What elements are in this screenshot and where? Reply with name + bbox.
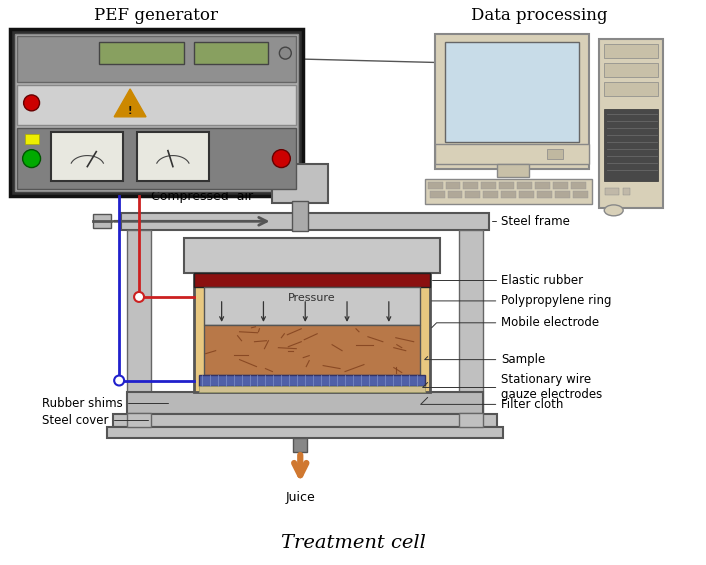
FancyBboxPatch shape [273, 164, 328, 203]
FancyBboxPatch shape [107, 427, 503, 438]
FancyBboxPatch shape [519, 192, 534, 198]
FancyBboxPatch shape [463, 182, 479, 189]
FancyBboxPatch shape [604, 82, 659, 96]
FancyBboxPatch shape [623, 189, 630, 195]
FancyBboxPatch shape [499, 182, 514, 189]
FancyBboxPatch shape [555, 192, 570, 198]
Text: Elastic rubber: Elastic rubber [432, 273, 583, 286]
FancyBboxPatch shape [484, 192, 498, 198]
Text: Data processing: Data processing [471, 7, 607, 24]
Text: Stationary wire
gauze electrodes: Stationary wire gauze electrodes [423, 373, 602, 402]
Ellipse shape [604, 205, 623, 216]
FancyBboxPatch shape [52, 132, 123, 181]
FancyBboxPatch shape [604, 109, 659, 180]
FancyBboxPatch shape [204, 325, 419, 375]
FancyBboxPatch shape [199, 386, 424, 393]
FancyBboxPatch shape [501, 192, 516, 198]
Text: !: ! [128, 106, 132, 116]
FancyBboxPatch shape [553, 182, 568, 189]
FancyBboxPatch shape [424, 179, 592, 205]
Circle shape [280, 47, 292, 59]
FancyBboxPatch shape [121, 214, 489, 231]
Text: Mobile electrode: Mobile electrode [431, 316, 599, 329]
FancyBboxPatch shape [481, 182, 496, 189]
Text: Polypropylene ring: Polypropylene ring [431, 294, 612, 307]
FancyBboxPatch shape [100, 42, 184, 64]
FancyBboxPatch shape [25, 134, 39, 144]
FancyBboxPatch shape [465, 192, 480, 198]
Circle shape [273, 150, 290, 168]
FancyBboxPatch shape [445, 42, 579, 142]
FancyBboxPatch shape [604, 44, 659, 58]
Text: Steel frame: Steel frame [492, 215, 570, 228]
Text: Filter cloth: Filter cloth [421, 397, 563, 411]
FancyBboxPatch shape [17, 85, 297, 125]
FancyBboxPatch shape [193, 42, 268, 64]
Text: Juice: Juice [285, 491, 315, 504]
FancyBboxPatch shape [193, 273, 430, 393]
Text: PEF generator: PEF generator [95, 7, 218, 24]
FancyBboxPatch shape [17, 128, 297, 189]
FancyBboxPatch shape [10, 29, 304, 197]
Circle shape [134, 292, 144, 302]
Text: Steel cover: Steel cover [42, 414, 148, 427]
Text: Compressed  air: Compressed air [151, 190, 253, 203]
Polygon shape [114, 89, 146, 117]
FancyBboxPatch shape [293, 438, 307, 452]
FancyBboxPatch shape [430, 192, 445, 198]
Circle shape [23, 95, 40, 111]
Text: Treatment cell: Treatment cell [280, 534, 426, 551]
FancyBboxPatch shape [193, 273, 430, 287]
FancyBboxPatch shape [547, 149, 563, 159]
Text: Rubber shims: Rubber shims [42, 397, 168, 410]
FancyBboxPatch shape [292, 201, 309, 231]
FancyBboxPatch shape [517, 182, 532, 189]
FancyBboxPatch shape [15, 34, 298, 192]
FancyBboxPatch shape [599, 39, 664, 208]
Circle shape [114, 376, 124, 385]
FancyBboxPatch shape [445, 182, 460, 189]
FancyBboxPatch shape [204, 287, 419, 325]
FancyBboxPatch shape [537, 192, 552, 198]
FancyBboxPatch shape [571, 182, 586, 189]
FancyBboxPatch shape [573, 192, 588, 198]
FancyBboxPatch shape [535, 182, 550, 189]
FancyBboxPatch shape [137, 132, 209, 181]
FancyBboxPatch shape [460, 414, 484, 427]
FancyBboxPatch shape [460, 231, 484, 429]
FancyBboxPatch shape [435, 144, 589, 164]
FancyBboxPatch shape [93, 214, 111, 228]
FancyBboxPatch shape [184, 238, 440, 273]
FancyBboxPatch shape [497, 164, 529, 176]
FancyBboxPatch shape [113, 414, 497, 427]
FancyBboxPatch shape [127, 414, 151, 427]
FancyBboxPatch shape [448, 192, 462, 198]
FancyBboxPatch shape [604, 63, 659, 77]
Text: Pressure: Pressure [288, 293, 335, 303]
FancyBboxPatch shape [127, 393, 484, 414]
FancyBboxPatch shape [605, 189, 618, 195]
FancyBboxPatch shape [127, 231, 151, 429]
Text: Sample: Sample [424, 353, 546, 366]
FancyBboxPatch shape [428, 182, 443, 189]
FancyBboxPatch shape [435, 34, 589, 168]
FancyBboxPatch shape [17, 36, 297, 82]
FancyBboxPatch shape [199, 375, 424, 386]
Circle shape [23, 150, 40, 168]
